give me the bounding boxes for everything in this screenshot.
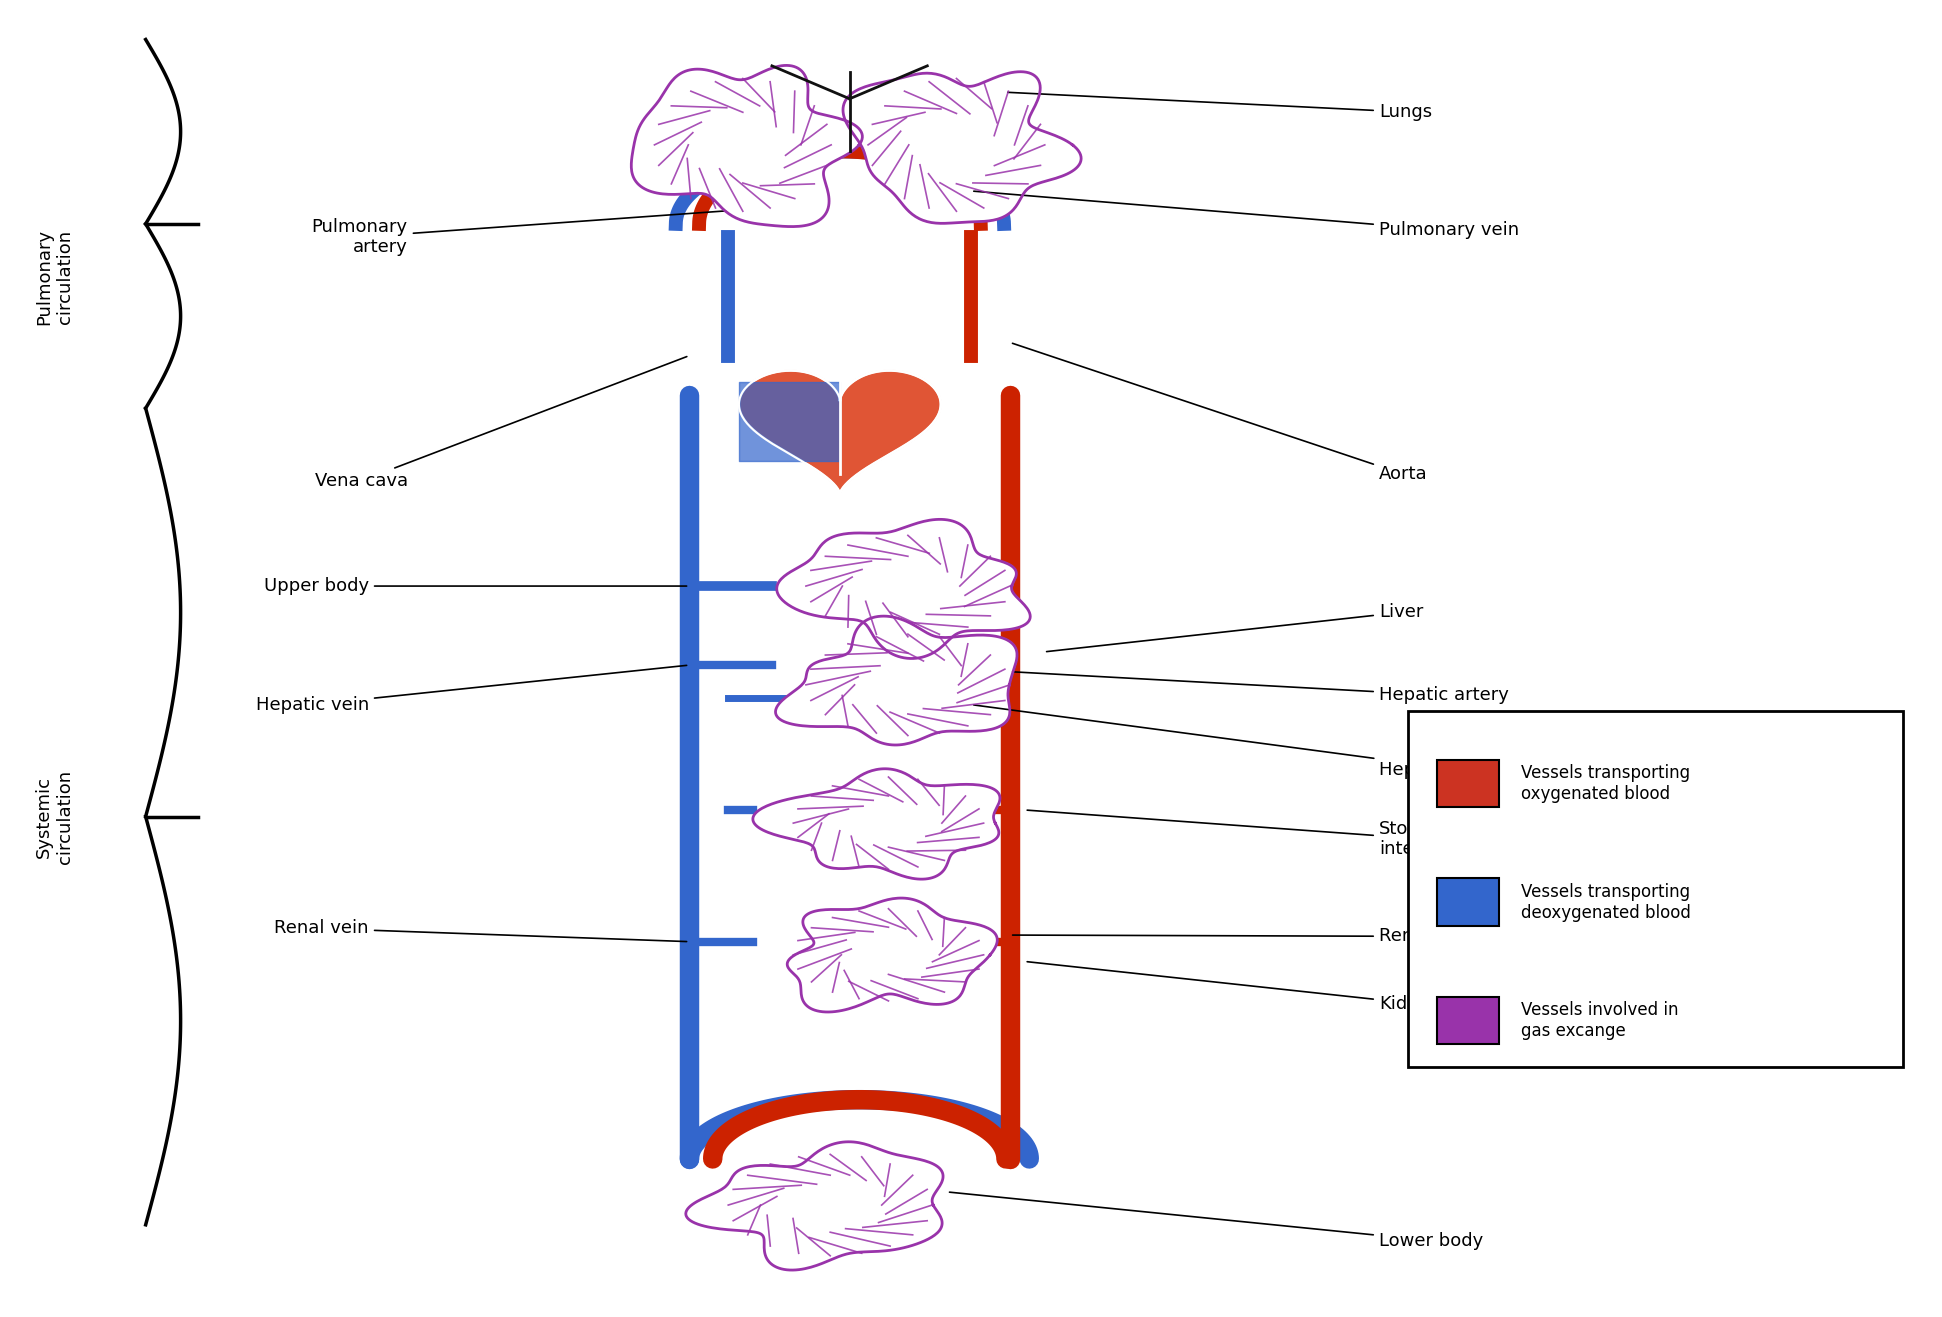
Text: Pulmonary
circulation: Pulmonary circulation: [35, 229, 74, 324]
Text: Lower body: Lower body: [950, 1192, 1484, 1250]
FancyBboxPatch shape: [1408, 711, 1903, 1067]
Text: Aorta: Aorta: [1012, 344, 1427, 483]
FancyBboxPatch shape: [1437, 878, 1499, 926]
Text: Lungs: Lungs: [1008, 92, 1431, 121]
Text: Pulmonary
artery: Pulmonary artery: [313, 211, 726, 257]
Text: Stomach,
intestines: Stomach, intestines: [1027, 810, 1466, 859]
Polygon shape: [631, 66, 862, 227]
Text: Pulmonary vein: Pulmonary vein: [973, 191, 1519, 240]
Text: Vessels involved in
gas excange: Vessels involved in gas excange: [1521, 1001, 1678, 1040]
FancyBboxPatch shape: [1437, 997, 1499, 1044]
Text: Hepatic vein: Hepatic vein: [256, 665, 687, 714]
Text: Liver: Liver: [1047, 603, 1423, 652]
Polygon shape: [777, 519, 1031, 658]
Text: Kidneys: Kidneys: [1027, 961, 1449, 1013]
Polygon shape: [740, 370, 940, 494]
Text: Upper body: Upper body: [264, 577, 687, 595]
Text: Renal artery: Renal artery: [1012, 927, 1490, 946]
Polygon shape: [686, 1142, 944, 1270]
Text: Renal vein: Renal vein: [274, 919, 687, 942]
Polygon shape: [753, 769, 1000, 880]
Polygon shape: [775, 616, 1018, 745]
Text: Vessels transporting
oxygenated blood: Vessels transporting oxygenated blood: [1521, 764, 1690, 803]
Polygon shape: [843, 71, 1082, 224]
Text: Systemic
circulation: Systemic circulation: [35, 769, 74, 864]
Text: Vena cava: Vena cava: [315, 357, 687, 490]
Polygon shape: [787, 898, 998, 1011]
Text: Hepatic portal vein: Hepatic portal vein: [973, 705, 1552, 780]
Text: Hepatic artery: Hepatic artery: [1012, 672, 1509, 705]
Text: Vessels transporting
deoxygenated blood: Vessels transporting deoxygenated blood: [1521, 882, 1690, 922]
FancyBboxPatch shape: [1437, 760, 1499, 807]
